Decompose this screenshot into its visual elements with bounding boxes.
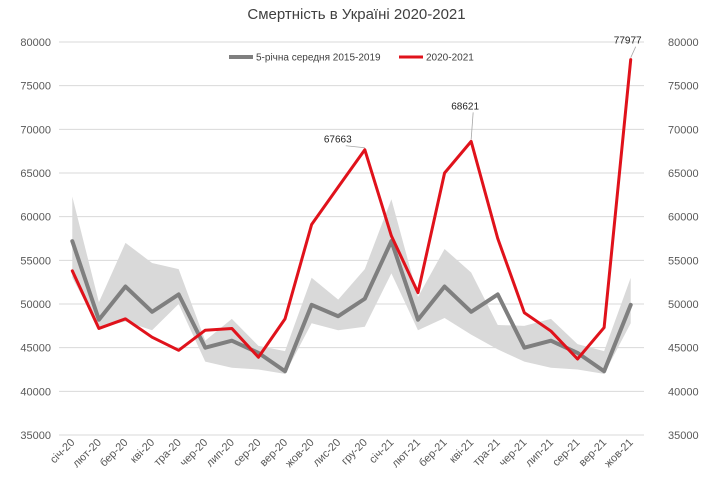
x-tick-label: лис-20	[311, 437, 344, 470]
x-tick-label: сер-20	[231, 437, 263, 469]
y-tick-label-right: 40000	[668, 386, 699, 398]
x-tick-label: гру-20	[339, 437, 370, 468]
series-group	[70, 58, 633, 374]
y-tick-label-right: 35000	[668, 430, 699, 442]
y-tick-label-left: 45000	[20, 343, 51, 355]
y-tick-label-left: 50000	[20, 299, 51, 311]
series-line-average	[70, 239, 633, 374]
x-tick-label: жов-20	[283, 437, 316, 470]
x-tick-label: сер-21	[550, 437, 582, 469]
y-tick-label-left: 70000	[20, 124, 51, 136]
legend: 5-річна середня 2015-2019 2020-2021	[229, 53, 474, 64]
x-tick-label: бер-20	[98, 437, 131, 470]
data-label-leader	[345, 145, 365, 149]
y-tick-label-right: 75000	[668, 81, 699, 93]
data-label: 67663	[324, 135, 352, 146]
data-label-leader	[470, 112, 474, 140]
x-tick-label: тра-20	[152, 437, 184, 469]
legend-label-average: 5-річна середня 2015-2019	[256, 53, 381, 64]
y-tick-label-right: 55000	[668, 255, 699, 267]
x-tick-label: лип-20	[204, 437, 237, 470]
y-tick-label-left: 65000	[20, 168, 51, 180]
data-label: 77977	[614, 36, 642, 47]
x-tick-label: чер-20	[178, 437, 210, 469]
y-tick-label-left: 80000	[20, 37, 51, 49]
x-tick-label: тра-21	[471, 437, 503, 469]
y-tick-label-left: 40000	[20, 386, 51, 398]
legend-label-2020-2021: 2020-2021	[426, 53, 474, 64]
series-line-2020-2021	[70, 58, 633, 361]
y-tick-label-right: 45000	[668, 343, 699, 355]
gridlines	[59, 41, 644, 436]
y-tick-label-right: 70000	[668, 124, 699, 136]
y-axis-left: 35000 40000 45000 50000 55000 60000 65000 70000…	[20, 37, 51, 442]
data-label: 68621	[451, 101, 479, 112]
y-tick-label-left: 60000	[20, 212, 51, 224]
chart-title: Смертність в Україні 2020-2021	[247, 6, 466, 23]
y-tick-label-right: 80000	[668, 37, 699, 49]
y-tick-label-left: 75000	[20, 81, 51, 93]
x-tick-label: чер-21	[497, 437, 529, 469]
x-tick-label: лют-21	[390, 437, 423, 470]
y-tick-label-right: 50000	[668, 299, 699, 311]
x-tick-label: лип-21	[523, 437, 556, 470]
y-tick-label-left: 35000	[20, 430, 51, 442]
x-tick-label: жов-21	[602, 437, 635, 470]
data-label-leader	[630, 46, 637, 58]
y-axis-right: 35000 40000 45000 50000 55000 60000 65000 70000…	[668, 37, 699, 442]
x-axis: січ-20лют-20бер-20кві-20тра-20чер-20лип-…	[48, 437, 636, 470]
x-tick-label: бер-21	[417, 437, 450, 470]
data-labels: 67663 68621 77977	[324, 36, 642, 149]
y-tick-label-left: 55000	[20, 255, 51, 267]
range-band-area	[72, 196, 631, 374]
x-tick-label: лют-20	[71, 437, 104, 470]
y-tick-label-right: 65000	[668, 168, 699, 180]
y-tick-label-right: 60000	[668, 212, 699, 224]
range-band	[72, 196, 631, 374]
